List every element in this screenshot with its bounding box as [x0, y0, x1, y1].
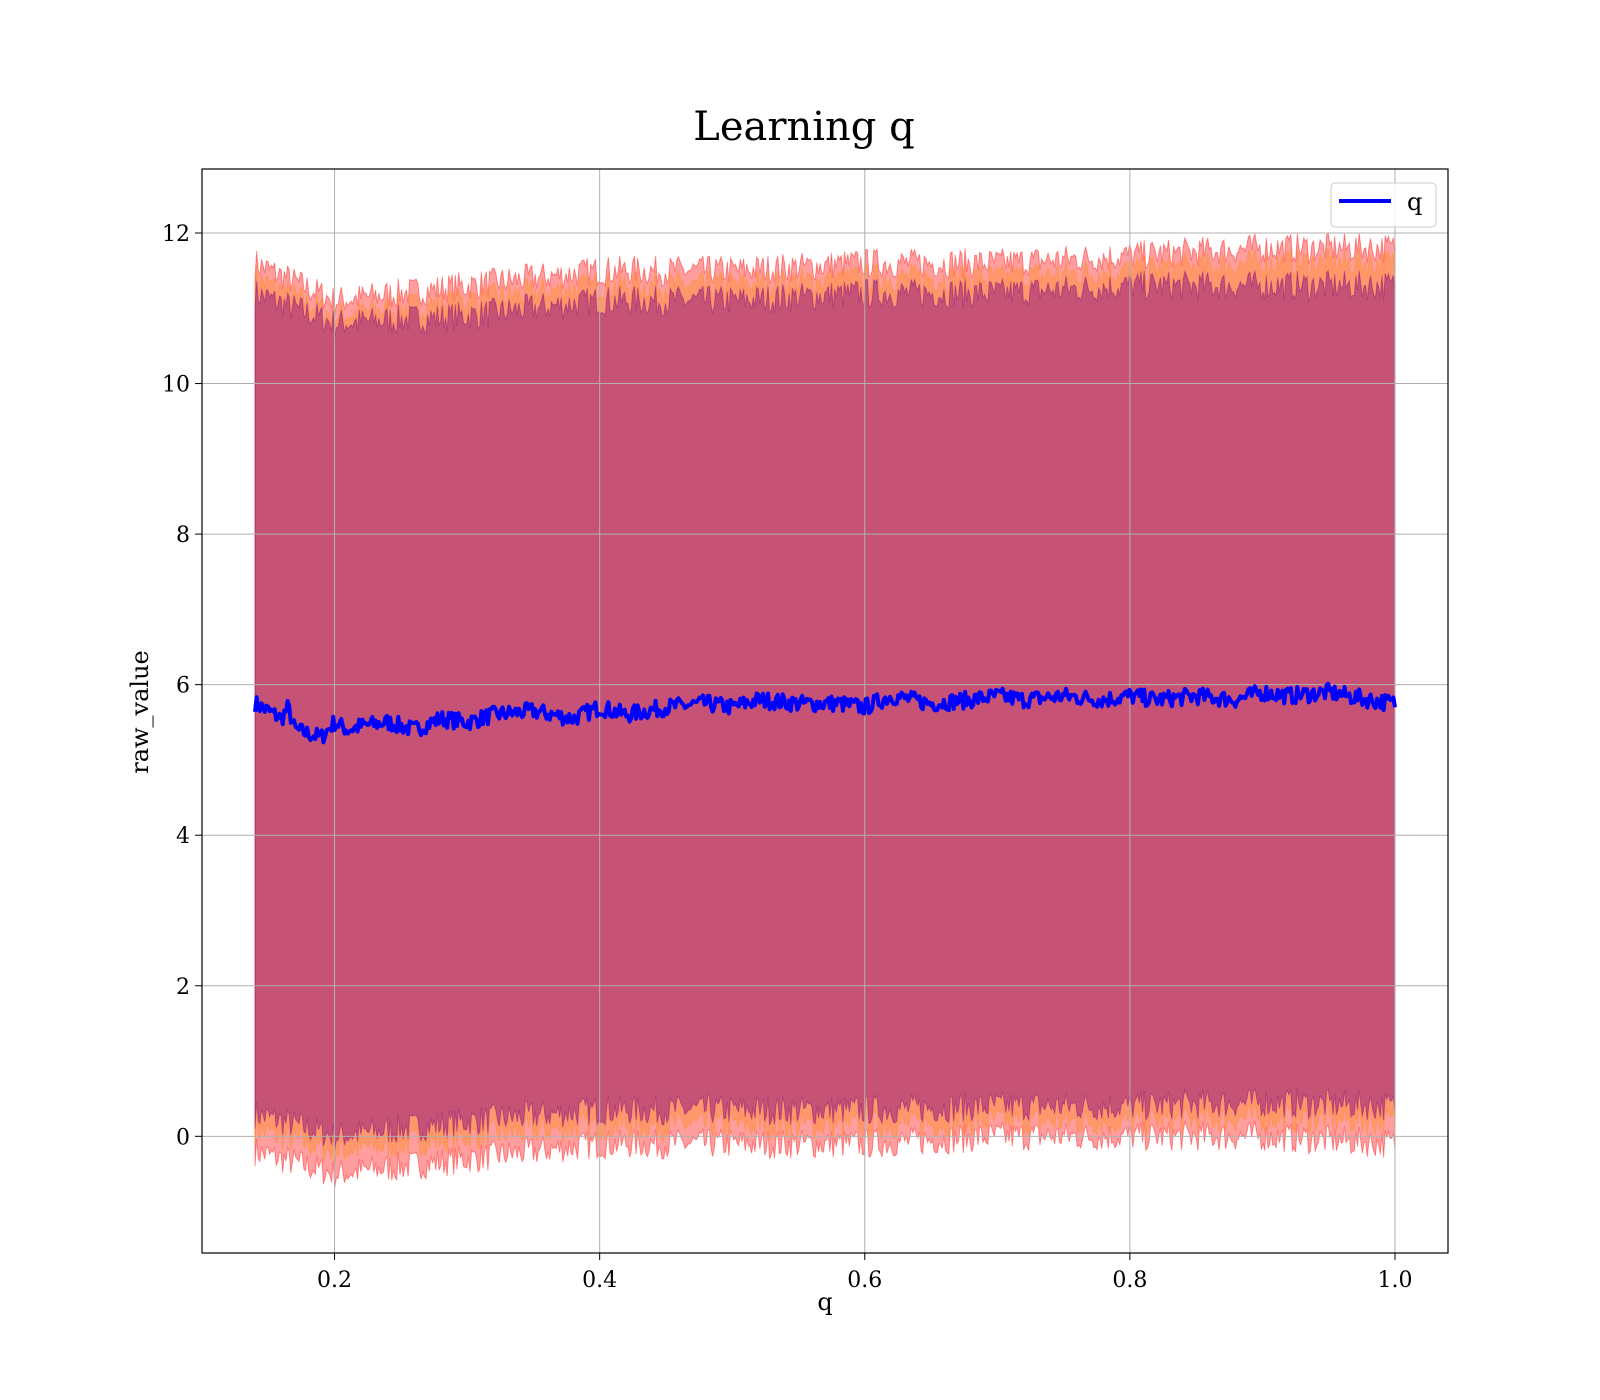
- x-axis-label: q: [817, 1288, 832, 1316]
- series-line-q: [253, 681, 1397, 745]
- x-tick-label: 0.6: [847, 1268, 882, 1293]
- grid: [202, 169, 1448, 1253]
- plot-frame: [201, 168, 1449, 1254]
- confidence-bands: [254, 231, 1396, 1188]
- y-tick-label: 8: [176, 523, 190, 548]
- y-axis-label: raw_value: [126, 650, 154, 774]
- legend: q: [1330, 182, 1437, 228]
- y-tick-label: 0: [176, 1125, 190, 1150]
- series-lines: [253, 681, 1397, 745]
- x-tick-label: 0.8: [1112, 1268, 1147, 1293]
- chart-title: Learning q: [693, 104, 914, 150]
- x-tick-label: 0.4: [582, 1268, 617, 1293]
- legend-label-q: q: [1407, 188, 1422, 216]
- y-tick-label: 10: [162, 373, 190, 398]
- legend-box: [1330, 182, 1437, 228]
- y-tick-label: 6: [176, 674, 190, 699]
- y-tick-label: 2: [176, 975, 190, 1000]
- band-inner: [254, 269, 1396, 1150]
- x-tick-label: 0.2: [317, 1268, 352, 1293]
- y-tick-label: 12: [162, 222, 190, 247]
- y-axis-ticks: 0 2 4 6 8 10 12: [162, 222, 202, 1150]
- x-tick-label: 1.0: [1377, 1268, 1412, 1293]
- x-axis-ticks: 0.2 0.4 0.6 0.8 1.0: [317, 1253, 1412, 1293]
- y-tick-label: 4: [176, 824, 190, 849]
